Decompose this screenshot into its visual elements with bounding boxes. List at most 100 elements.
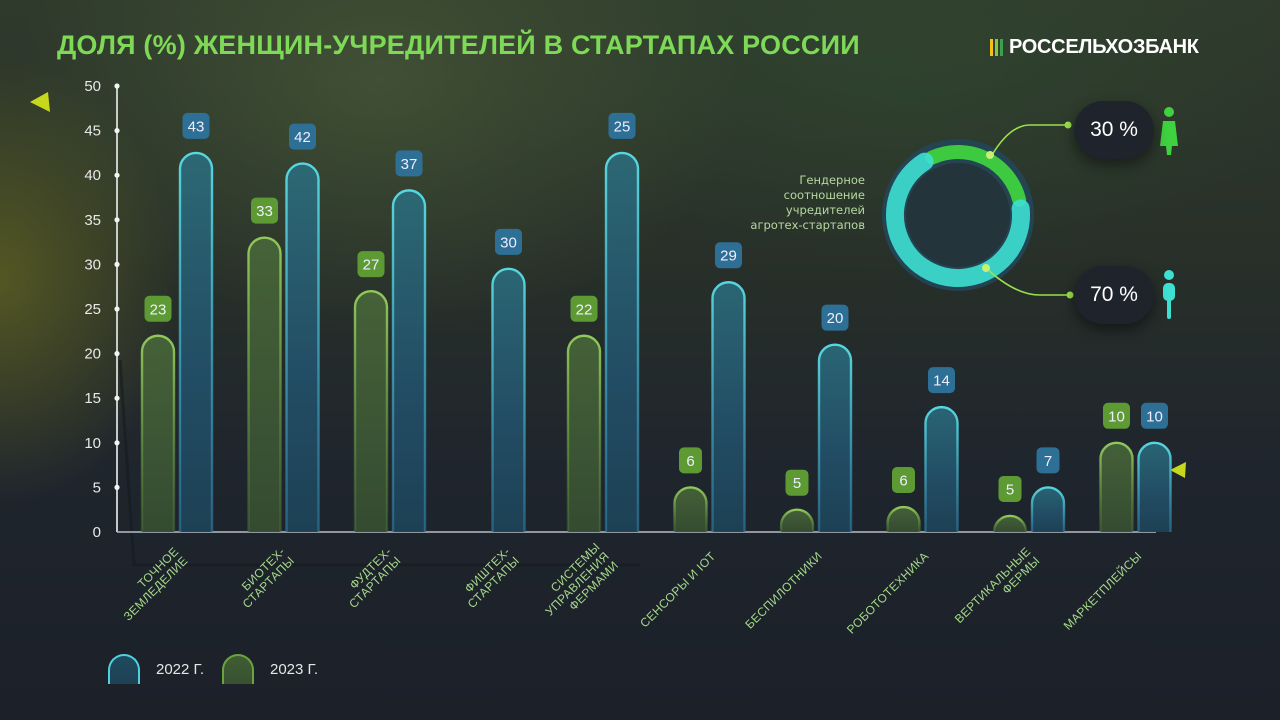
female-figure-icon <box>1160 107 1178 155</box>
data-label-2022-text: 43 <box>188 118 205 135</box>
bar-2023 <box>781 509 813 532</box>
donut-segment-men <box>886 152 1030 287</box>
data-label-2023 <box>144 295 172 322</box>
category-label-line: РОБОТОТЕХНИКА <box>844 549 932 637</box>
data-label-2023 <box>570 295 598 322</box>
bar-2023-outline <box>566 334 602 532</box>
bar-2022-outline <box>1030 486 1066 532</box>
bar-2022 <box>606 152 638 532</box>
bar-2022 <box>819 344 851 532</box>
data-label-2023-text: 33 <box>256 203 273 220</box>
y-tick-dot <box>114 83 120 89</box>
data-label-2022 <box>395 150 423 177</box>
data-label-2022 <box>1036 447 1060 474</box>
donut-segment-women <box>925 145 1027 207</box>
y-tick-dot <box>114 217 120 223</box>
data-label-2022-text: 29 <box>720 248 737 265</box>
data-label-2022 <box>715 242 742 269</box>
bar-2023 <box>1100 442 1133 532</box>
data-label-2023 <box>892 467 915 494</box>
category-label-line: МАРКЕТПЛЕЙСЫ <box>1060 548 1144 632</box>
bar-2023-outline <box>779 508 815 532</box>
data-label-2022-text: 37 <box>401 156 418 173</box>
legend-label-2023: 2023 Г. <box>270 660 318 678</box>
bar-2022-outline <box>711 281 746 532</box>
bar-2023 <box>248 237 281 532</box>
bar-2023 <box>994 515 1026 532</box>
bar-2022 <box>712 282 745 532</box>
category-label: МАРКЕТПЛЕЙСЫ <box>1060 548 1144 632</box>
bar-2023-outline <box>353 289 389 532</box>
data-label-2023-text: 23 <box>150 301 167 318</box>
chart-legend: 2022 Г. 2023 Г. <box>108 654 336 684</box>
bar-2023 <box>355 291 387 532</box>
bar-2022-outline <box>391 189 427 532</box>
category-label-line: СЕНСОРЫ И IOT <box>637 549 719 631</box>
gender-donut <box>882 121 1074 299</box>
category-label-line: БЕСПИЛОТНИКИ <box>742 549 825 632</box>
legend-label-2022: 2022 Г. <box>156 660 204 678</box>
data-label-2022-text: 10 <box>1146 408 1163 425</box>
bar-2023 <box>142 335 174 532</box>
bar-2022 <box>286 163 319 532</box>
bar-2023-outline <box>140 334 176 532</box>
category-label: БЕСПИЛОТНИКИ <box>742 549 825 632</box>
category-label: ФУДТЕХ-СТАРТАПЫ <box>346 544 403 611</box>
data-label-2022 <box>182 112 210 139</box>
bar-2022-outline <box>1137 441 1172 532</box>
caption-line: учредителей <box>785 203 865 217</box>
bar-2023-outline <box>247 236 282 532</box>
data-label-2023-text: 22 <box>576 301 593 318</box>
bar-2022-outline <box>817 343 853 532</box>
data-label-2022 <box>289 123 316 150</box>
category-label: РОБОТОТЕХНИКА <box>844 549 932 637</box>
y-tick-label: 45 <box>84 123 101 140</box>
y-tick-label: 15 <box>84 390 101 407</box>
data-label-2023-text: 27 <box>363 257 380 274</box>
bar-2022-outline <box>924 405 959 532</box>
y-tick-label: 0 <box>93 524 101 541</box>
bar-2022 <box>180 152 212 532</box>
category-label: СЕНСОРЫ И IOT <box>637 549 719 631</box>
data-label-2023 <box>785 469 809 496</box>
data-label-2022 <box>821 304 849 331</box>
category-label: БИОТЕХ-СТАРТАПЫ <box>239 544 297 611</box>
data-label-2023 <box>1103 402 1130 429</box>
bar-2022 <box>1138 442 1171 532</box>
y-tick-label: 30 <box>84 256 101 273</box>
data-label-2022-text: 14 <box>933 373 950 390</box>
bar-2023-outline <box>1099 441 1134 532</box>
data-label-2022 <box>608 112 636 139</box>
men-percent-badge: 70 % <box>1074 266 1154 324</box>
caption-line: соотношение <box>783 188 865 202</box>
bar-2023 <box>674 487 707 532</box>
data-label-2023 <box>679 447 702 474</box>
y-tick-label: 5 <box>93 479 101 496</box>
data-label-2022 <box>1141 402 1168 429</box>
legend-swatch-2022 <box>108 654 140 684</box>
women-percent-badge: 30 % <box>1074 101 1154 159</box>
y-tick-label: 20 <box>84 346 101 363</box>
bar-2022-outline <box>604 151 640 532</box>
y-tick-dot <box>114 440 120 446</box>
category-label-line: ВЕРТИКАЛЬНЫЕ <box>952 544 1034 626</box>
y-tick-dot <box>114 306 120 312</box>
logo-text: РОССЕЛЬХОЗБАНК <box>1009 36 1199 58</box>
y-tick-dot <box>114 172 120 178</box>
bar-2023-outline <box>992 514 1028 533</box>
y-tick-label: 10 <box>84 435 101 452</box>
bar-2022 <box>1032 487 1064 532</box>
decor-triangle-icon <box>30 92 50 112</box>
bar-2022-outline <box>491 267 526 532</box>
y-tick-dot <box>114 261 120 267</box>
y-tick-label: 50 <box>84 78 101 95</box>
caption-line: агротех-стартапов <box>750 218 865 232</box>
bar-2022-outline <box>178 151 214 532</box>
data-label-2022-text: 30 <box>500 234 517 251</box>
data-label-2023-text: 6 <box>686 453 694 470</box>
logo-stripes-icon <box>990 39 1003 56</box>
data-label-2023-text: 10 <box>1108 408 1125 425</box>
